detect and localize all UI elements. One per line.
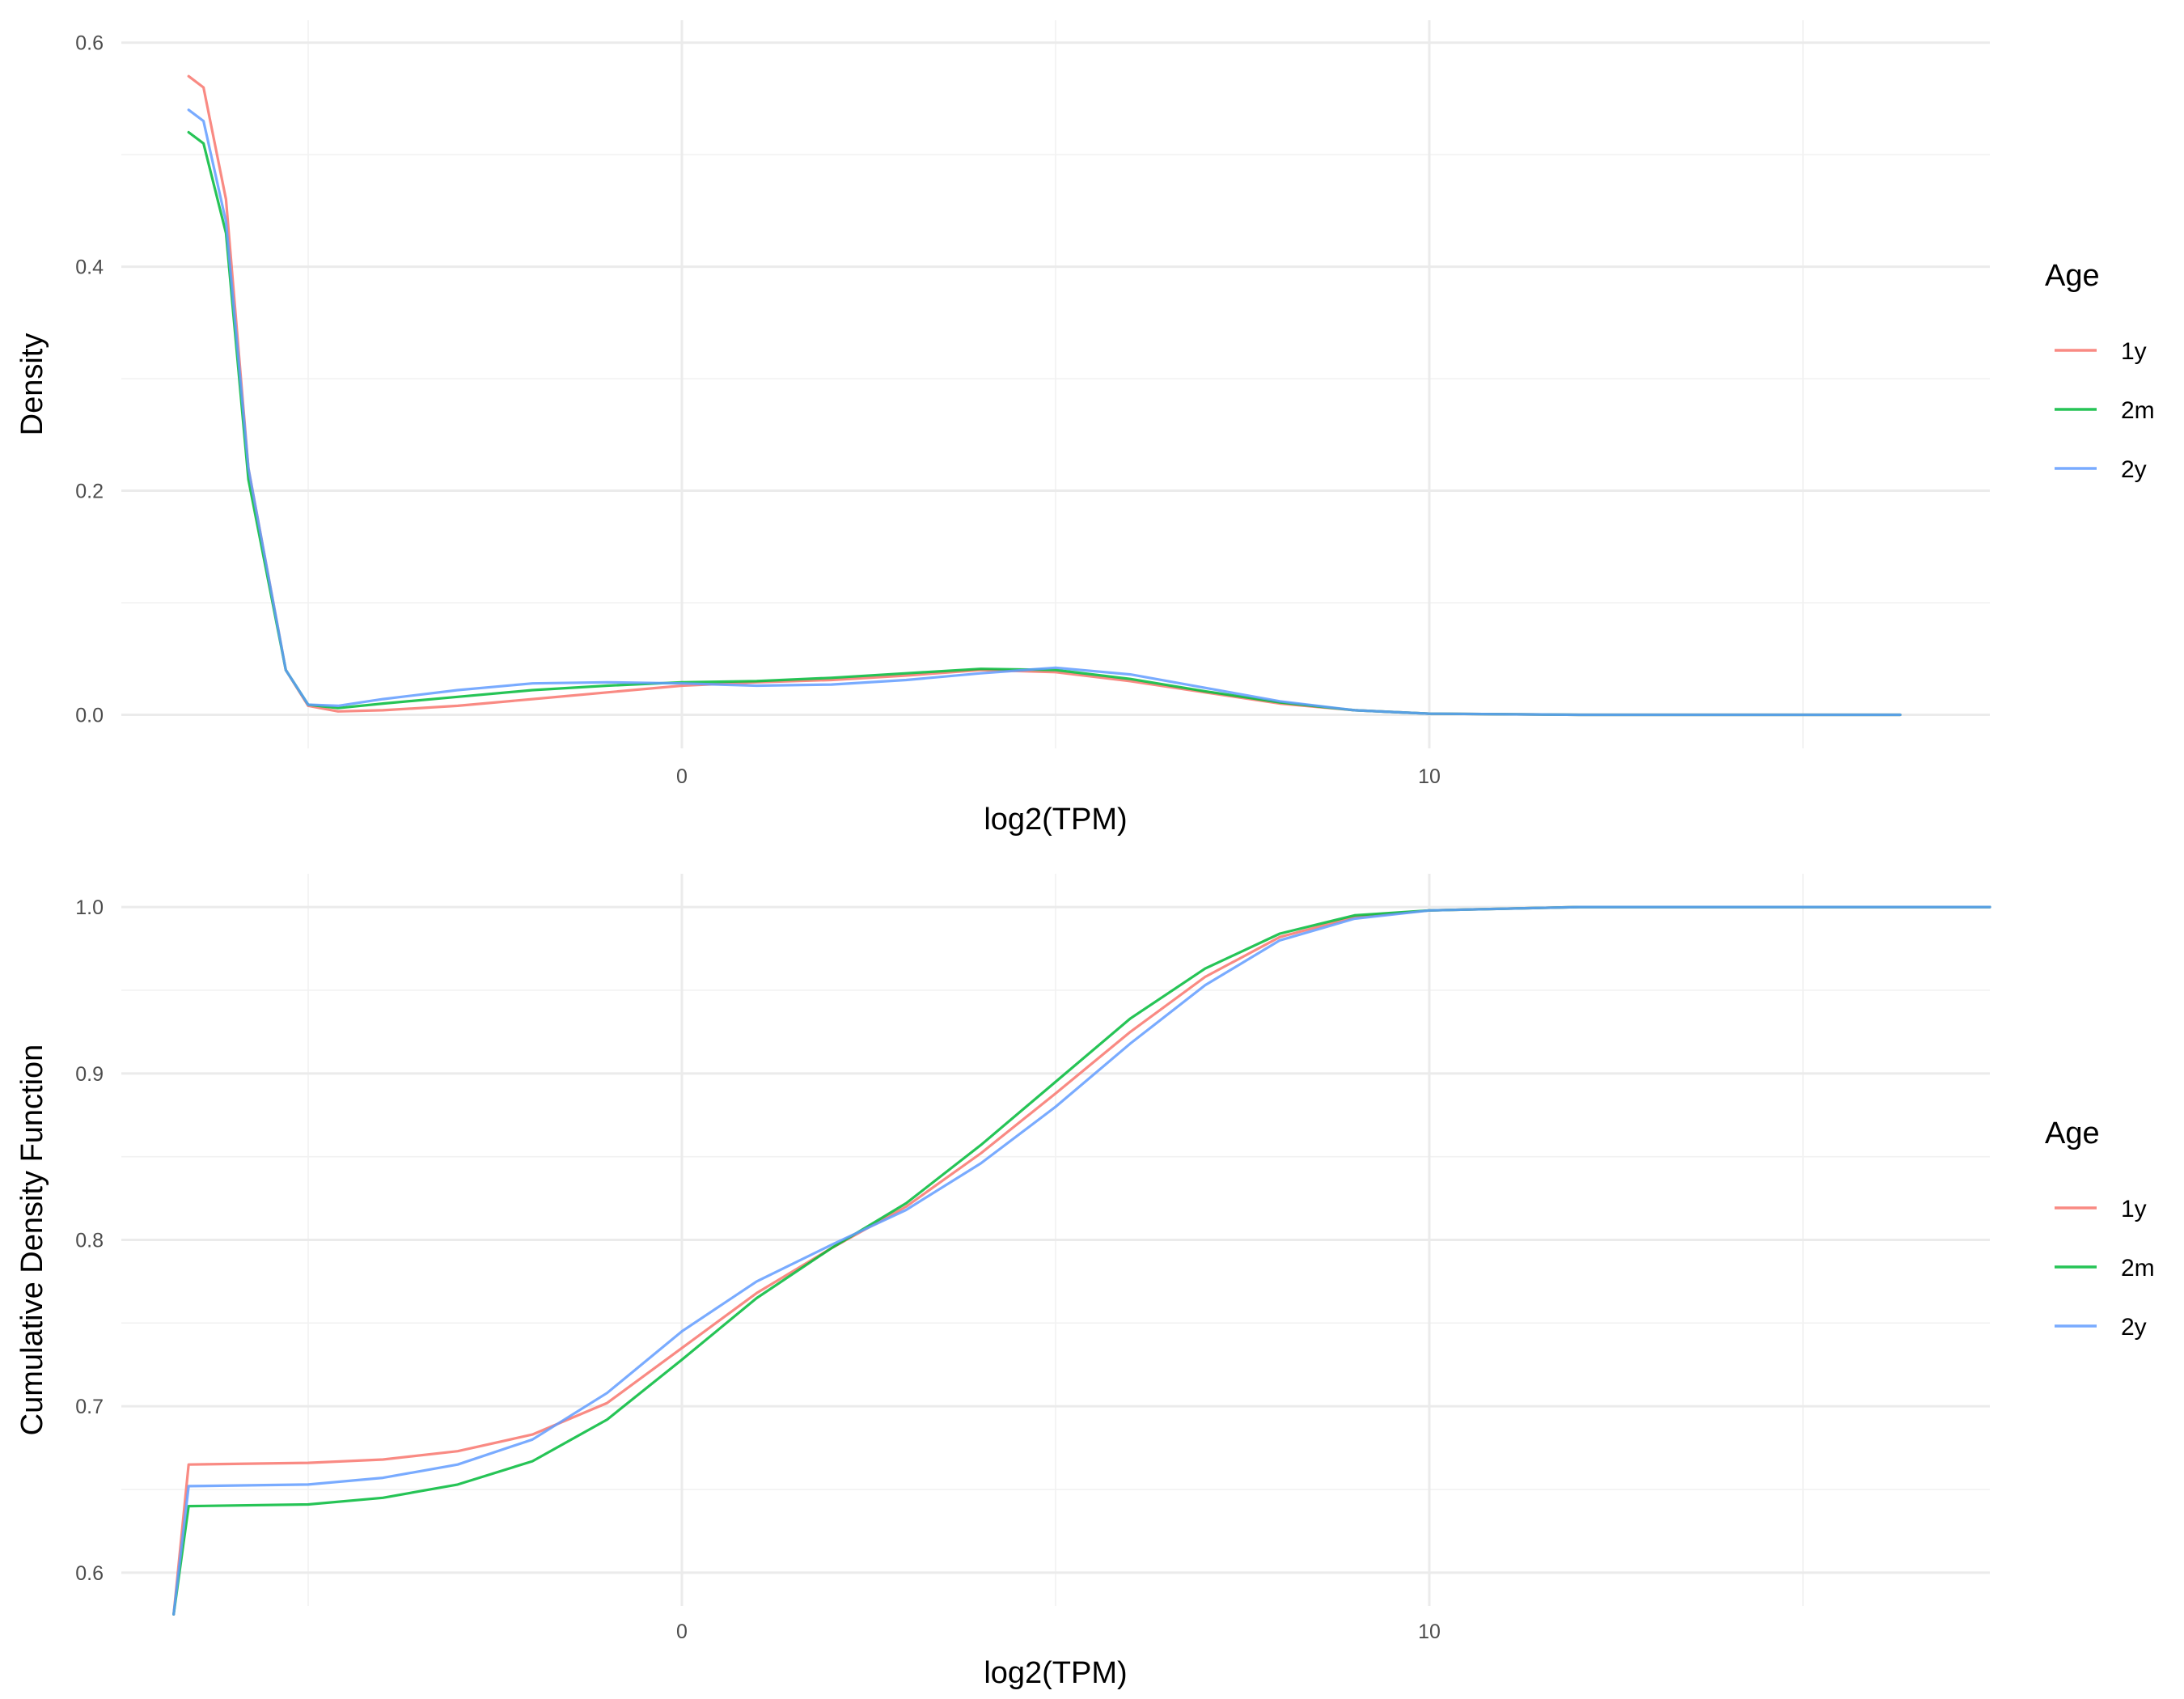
legend-title: Age xyxy=(2045,259,2100,293)
y-tick-label: 0.7 xyxy=(75,1396,104,1418)
x-tick-label: 10 xyxy=(1418,765,1441,788)
legend-label-2y: 2y xyxy=(2121,456,2147,483)
legend: Age 1y 2m 2y xyxy=(2045,1116,2155,1341)
series-line-1y xyxy=(187,74,1902,717)
legend-title: Age xyxy=(2045,1116,2100,1150)
legend-label-2y: 2y xyxy=(2121,1314,2147,1341)
x-tick-label: 10 xyxy=(1418,1621,1441,1643)
y-tick-label: 0.6 xyxy=(75,32,104,55)
legend: Age 1y 2m 2y xyxy=(2045,259,2155,483)
series-line-1y xyxy=(172,905,1991,1616)
series-line-2y xyxy=(187,108,1902,717)
x-tick-label: 0 xyxy=(676,765,688,788)
x-axis-title: log2(TPM) xyxy=(984,1656,1127,1690)
legend-label-2m: 2m xyxy=(2121,397,2155,424)
y-tick-label: 0.2 xyxy=(75,481,104,503)
legend-label-1y: 1y xyxy=(2121,338,2147,365)
y-axis-title: Density xyxy=(15,333,49,436)
y-tick-label: 0.8 xyxy=(75,1230,104,1252)
legend-label-1y: 1y xyxy=(2121,1196,2147,1222)
y-tick-label: 0.4 xyxy=(75,256,104,279)
series-line-2m xyxy=(187,130,1902,717)
legend-label-2m: 2m xyxy=(2121,1255,2155,1282)
density-panel: 0 10 0.0 0.2 0.4 0.6 log2(TPM) Density Age 1y 2m 2y xyxy=(15,20,2155,837)
y-tick-label: 0.0 xyxy=(75,704,104,727)
series-line-2m xyxy=(172,905,1991,1616)
cdf-panel: 0 10 0.6 0.7 0.8 0.9 1.0 log2(TPM) Cumulative De… xyxy=(15,874,2155,1690)
y-axis-title: Cumulative Density Function xyxy=(15,1044,49,1436)
y-tick-label: 0.6 xyxy=(75,1562,104,1585)
y-tick-label: 0.9 xyxy=(75,1063,104,1086)
series-line-2y xyxy=(172,905,1991,1616)
x-axis-title: log2(TPM) xyxy=(984,803,1127,837)
x-tick-label: 0 xyxy=(676,1621,688,1643)
y-tick-label: 1.0 xyxy=(75,896,104,919)
